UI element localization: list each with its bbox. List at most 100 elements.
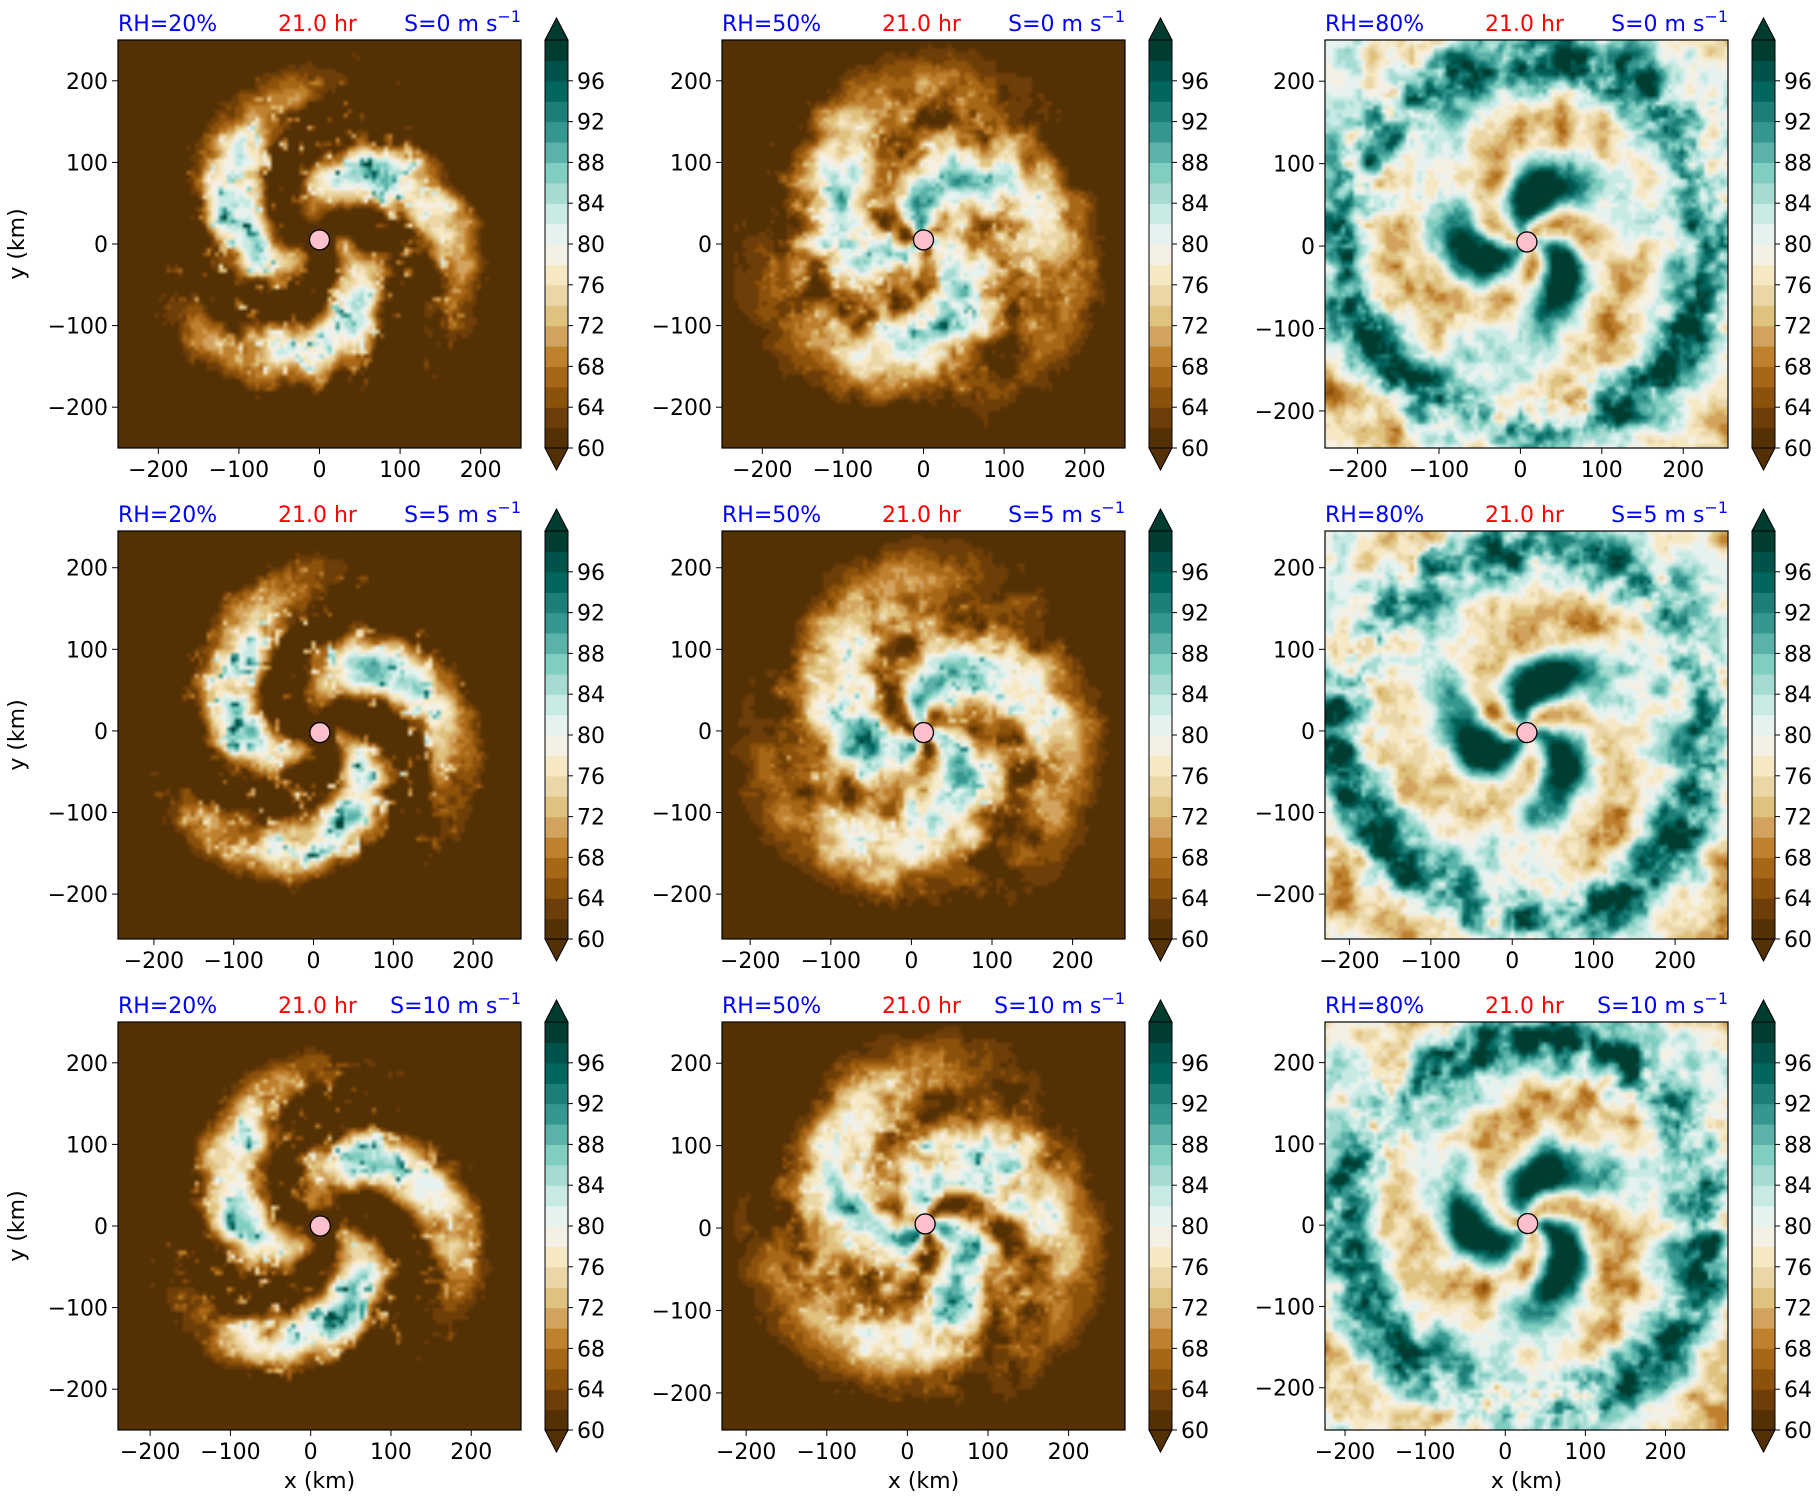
colorbar-tick-label: 84	[1181, 192, 1209, 217]
colorbar-tick-label: 72	[577, 1297, 605, 1322]
x-tick-label: 0	[1505, 949, 1519, 974]
colorbar-bin	[1149, 1226, 1172, 1247]
x-tick-label: 200	[460, 458, 502, 483]
colorbar-bin	[545, 755, 568, 777]
y-tick-label: 200	[1273, 1052, 1315, 1077]
colorbar-bin	[545, 877, 568, 899]
colorbar-bin	[1149, 633, 1172, 654]
colorbar-bin	[1752, 531, 1775, 552]
x-tick-label: 100	[983, 458, 1025, 483]
colorbar-bin	[1752, 673, 1775, 695]
colorbar-bin	[1752, 264, 1775, 286]
colorbar-bin	[1149, 592, 1172, 614]
panel-9: −200 −100 0 100 200 −200 −100 0 100 200 x (km) RH=8…	[1255, 989, 1812, 1494]
x-tick-label: −100	[1401, 949, 1461, 974]
colorbar-bin	[1752, 551, 1775, 573]
colorbar-tick-label: 96	[1784, 1052, 1812, 1077]
colorbar-bin	[545, 898, 568, 920]
colorbar-extend-max	[1751, 16, 1776, 41]
colorbar-bin	[1752, 366, 1775, 388]
colorbar-bin	[1149, 1307, 1172, 1329]
shear-label-exponent: −1	[497, 498, 521, 517]
colorbar-bin	[1752, 796, 1775, 818]
colorbar-tick-label: 64	[577, 396, 605, 421]
shear-label-exponent: −1	[497, 989, 521, 1008]
colorbar-tick-label: 76	[577, 1256, 605, 1281]
y-tick-label: 0	[698, 720, 712, 745]
shear-label-text: S=5 m s	[1611, 503, 1704, 528]
colorbar-bin	[545, 1368, 568, 1390]
colorbar-bin	[545, 1124, 568, 1145]
colorbar-tick-label: 80	[1784, 1215, 1812, 1240]
y-tick-label: 100	[670, 1135, 712, 1160]
colorbar-tick-label: 92	[1784, 111, 1812, 136]
y-tick-label: −200	[652, 883, 712, 908]
y-tick-label: −200	[652, 396, 712, 421]
colorbar-tick-label: 88	[1181, 1133, 1209, 1158]
x-tick-label: 100	[370, 1440, 412, 1465]
colorbar-bin	[545, 223, 568, 245]
x-tick-label: 0	[304, 1440, 318, 1465]
colorbar-bin	[1149, 877, 1172, 899]
colorbar-tick-label: 96	[577, 561, 605, 586]
colorbar-bin	[545, 142, 568, 163]
colorbar-bin	[1149, 796, 1172, 818]
colorbar-bin	[545, 40, 568, 61]
colorbar-bin	[1752, 1124, 1775, 1145]
y-tick-label: 200	[1273, 70, 1315, 95]
colorbar-bin	[1752, 694, 1775, 716]
rh-label: RH=50%	[722, 994, 821, 1019]
y-tick-label: 0	[94, 233, 108, 258]
colorbar-bin	[545, 673, 568, 695]
colorbar-bin	[1752, 203, 1775, 225]
storm-center-marker	[309, 721, 331, 744]
colorbar-bin	[1149, 142, 1172, 163]
colorbar-tick-label: 60	[577, 1419, 605, 1444]
colorbar-extend-min	[1751, 1429, 1776, 1454]
y-tick-label: 100	[670, 638, 712, 663]
colorbar-tick-label: 68	[577, 846, 605, 871]
colorbar-bin	[1752, 1307, 1775, 1329]
colorbar-bin	[545, 386, 568, 408]
x-tick-label: 200	[1645, 1440, 1687, 1465]
y-tick-label: 200	[66, 70, 108, 95]
colorbar-bin	[1149, 1348, 1172, 1370]
shear-label-text: S=0 m s	[404, 12, 497, 37]
axes-frame	[1324, 39, 1729, 449]
colorbar-tick-label: 96	[1784, 561, 1812, 586]
colorbar-bin	[545, 1328, 568, 1349]
rh-label: RH=50%	[722, 12, 821, 37]
storm-center-marker	[1516, 231, 1538, 253]
y-tick-label: −100	[48, 315, 108, 340]
x-tick-label: −200	[1315, 1440, 1375, 1465]
colorbar-bin	[545, 1164, 568, 1186]
panel-8: −200 −100 0 100 200 −200 −100 0 100 200 x (km) RH=5…	[652, 989, 1209, 1494]
colorbar-extend-min	[544, 447, 569, 472]
colorbar-bin	[1149, 101, 1172, 123]
colorbar-bin	[545, 857, 568, 879]
colorbar-bin	[545, 837, 568, 858]
colorbar-tick-label: 84	[1784, 1174, 1812, 1199]
colorbar-bin	[545, 162, 568, 184]
y-tick-label: 100	[1273, 638, 1315, 663]
x-tick-label: 100	[1573, 949, 1615, 974]
panel-5: −200 −100 0 100 200 −200 −100 0 100 200 RH=50% 21.0…	[652, 498, 1209, 974]
colorbar-bin	[1752, 1328, 1775, 1349]
colorbar-bin	[1752, 837, 1775, 858]
colorbar-bin	[1752, 1103, 1775, 1125]
colorbar-bin	[1752, 857, 1775, 879]
rh-label: RH=50%	[722, 503, 821, 528]
colorbar-tick-label: 92	[1784, 602, 1812, 627]
colorbar-bin	[545, 407, 568, 429]
colorbar-tick-label: 72	[1181, 315, 1209, 340]
y-tick-label: 200	[670, 557, 712, 582]
x-tick-label: −200	[716, 1440, 776, 1465]
colorbar-tick-label: 96	[1784, 70, 1812, 95]
colorbar-tick-label: 80	[1784, 724, 1812, 749]
colorbar-bin	[1752, 775, 1775, 797]
colorbar-bin	[1149, 366, 1172, 388]
colorbar-tick-label: 88	[1784, 151, 1812, 176]
x-tick-label: −100	[209, 458, 269, 483]
x-tick-label: 100	[372, 949, 414, 974]
colorbar-bin	[545, 366, 568, 388]
